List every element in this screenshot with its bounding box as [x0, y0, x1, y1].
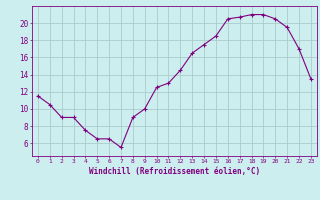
- X-axis label: Windchill (Refroidissement éolien,°C): Windchill (Refroidissement éolien,°C): [89, 167, 260, 176]
